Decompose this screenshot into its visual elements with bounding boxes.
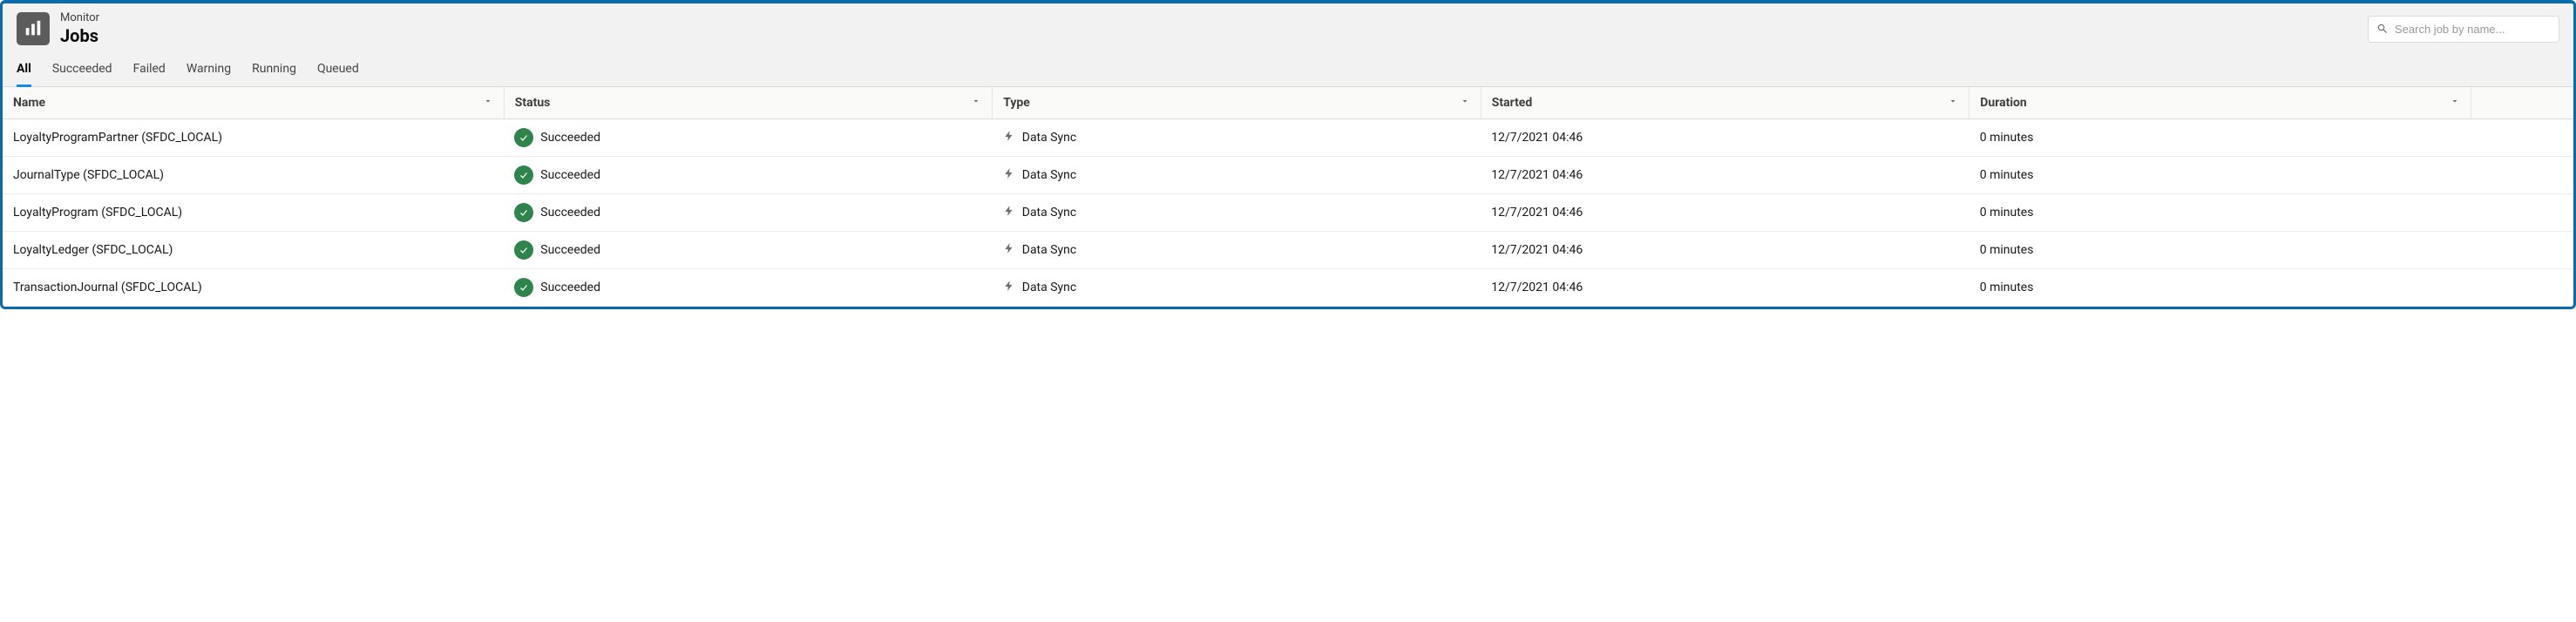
table-row: LoyaltyProgramPartner (SFDC_LOCAL) Succe… bbox=[3, 118, 2573, 156]
cell-type: Data Sync bbox=[993, 193, 1481, 231]
table-row: LoyaltyProgram (SFDC_LOCAL) Succeeded Da… bbox=[3, 193, 2573, 231]
col-header-status[interactable]: Status bbox=[504, 87, 993, 119]
cell-status: Succeeded bbox=[504, 118, 993, 156]
cell-started: 12/7/2021 04:46 bbox=[1481, 156, 1969, 193]
table-row: TransactionJournal (SFDC_LOCAL) Succeede… bbox=[3, 268, 2573, 306]
table-row: LoyaltyLedger (SFDC_LOCAL) Succeeded Dat… bbox=[3, 231, 2573, 268]
cell-status: Succeeded bbox=[504, 156, 993, 193]
success-icon bbox=[514, 166, 533, 185]
cell-duration: 0 minutes bbox=[1969, 268, 2471, 306]
cell-duration: 0 minutes bbox=[1969, 231, 2471, 268]
cell-status: Succeeded bbox=[504, 231, 993, 268]
tab-queued[interactable]: Queued bbox=[317, 55, 359, 87]
chevron-down-icon bbox=[1460, 96, 1470, 110]
tab-running[interactable]: Running bbox=[252, 55, 296, 87]
lightning-icon bbox=[1003, 242, 1015, 258]
col-header-type-label: Type bbox=[1003, 96, 1030, 110]
cell-type: Data Sync bbox=[993, 268, 1481, 306]
cell-name[interactable]: TransactionJournal (SFDC_LOCAL) bbox=[3, 268, 504, 306]
search-input[interactable] bbox=[2368, 16, 2559, 43]
cell-actions bbox=[2471, 268, 2573, 306]
cell-name[interactable]: LoyaltyLedger (SFDC_LOCAL) bbox=[3, 231, 504, 268]
lightning-icon bbox=[1003, 167, 1015, 183]
cell-type: Data Sync bbox=[993, 118, 1481, 156]
cell-started: 12/7/2021 04:46 bbox=[1481, 118, 1969, 156]
cell-started: 12/7/2021 04:46 bbox=[1481, 193, 1969, 231]
cell-actions bbox=[2471, 193, 2573, 231]
success-icon bbox=[514, 203, 533, 222]
cell-actions bbox=[2471, 156, 2573, 193]
cell-type: Data Sync bbox=[993, 156, 1481, 193]
col-header-started[interactable]: Started bbox=[1481, 87, 1969, 119]
col-header-duration[interactable]: Duration bbox=[1969, 87, 2471, 119]
page-title: Jobs bbox=[60, 26, 99, 46]
cell-name[interactable]: LoyaltyProgram (SFDC_LOCAL) bbox=[3, 193, 504, 231]
chevron-down-icon bbox=[2450, 96, 2460, 110]
col-header-name-label: Name bbox=[13, 96, 45, 110]
col-header-duration-label: Duration bbox=[1980, 96, 2027, 110]
chevron-down-icon bbox=[483, 96, 493, 110]
col-header-started-label: Started bbox=[1492, 96, 1533, 110]
app-frame: Monitor Jobs All Succeeded Failed Warnin… bbox=[0, 0, 2576, 309]
cell-duration: 0 minutes bbox=[1969, 156, 2471, 193]
page-header: Monitor Jobs All Succeeded Failed Warnin… bbox=[3, 3, 2573, 87]
success-icon bbox=[514, 128, 533, 147]
chevron-down-icon bbox=[1948, 96, 1958, 110]
col-header-name[interactable]: Name bbox=[3, 87, 504, 119]
tab-warning[interactable]: Warning bbox=[186, 55, 231, 87]
search-icon bbox=[2376, 23, 2389, 35]
col-header-type[interactable]: Type bbox=[993, 87, 1481, 119]
cell-duration: 0 minutes bbox=[1969, 118, 2471, 156]
tab-succeeded[interactable]: Succeeded bbox=[52, 55, 112, 87]
cell-actions bbox=[2471, 118, 2573, 156]
tab-all[interactable]: All bbox=[17, 55, 31, 87]
search-wrap bbox=[2368, 16, 2559, 43]
cell-name[interactable]: JournalType (SFDC_LOCAL) bbox=[3, 156, 504, 193]
chevron-down-icon bbox=[971, 96, 981, 110]
jobs-page-icon bbox=[17, 12, 50, 45]
lightning-icon bbox=[1003, 205, 1015, 220]
breadcrumb: Monitor bbox=[60, 12, 99, 25]
success-icon bbox=[514, 278, 533, 297]
success-icon bbox=[514, 240, 533, 260]
cell-status: Succeeded bbox=[504, 268, 993, 306]
table-row: JournalType (SFDC_LOCAL) Succeeded Data … bbox=[3, 156, 2573, 193]
lightning-icon bbox=[1003, 280, 1015, 295]
col-header-status-label: Status bbox=[515, 96, 551, 110]
cell-started: 12/7/2021 04:46 bbox=[1481, 268, 1969, 306]
col-header-actions bbox=[2471, 87, 2573, 119]
tabs: All Succeeded Failed Warning Running Que… bbox=[17, 55, 2559, 86]
cell-duration: 0 minutes bbox=[1969, 193, 2471, 231]
cell-type: Data Sync bbox=[993, 231, 1481, 268]
tab-failed[interactable]: Failed bbox=[133, 55, 166, 87]
jobs-table: Name Status Type bbox=[3, 87, 2573, 307]
cell-started: 12/7/2021 04:46 bbox=[1481, 231, 1969, 268]
cell-name[interactable]: LoyaltyProgramPartner (SFDC_LOCAL) bbox=[3, 118, 504, 156]
cell-status: Succeeded bbox=[504, 193, 993, 231]
lightning-icon bbox=[1003, 130, 1015, 145]
cell-actions bbox=[2471, 231, 2573, 268]
